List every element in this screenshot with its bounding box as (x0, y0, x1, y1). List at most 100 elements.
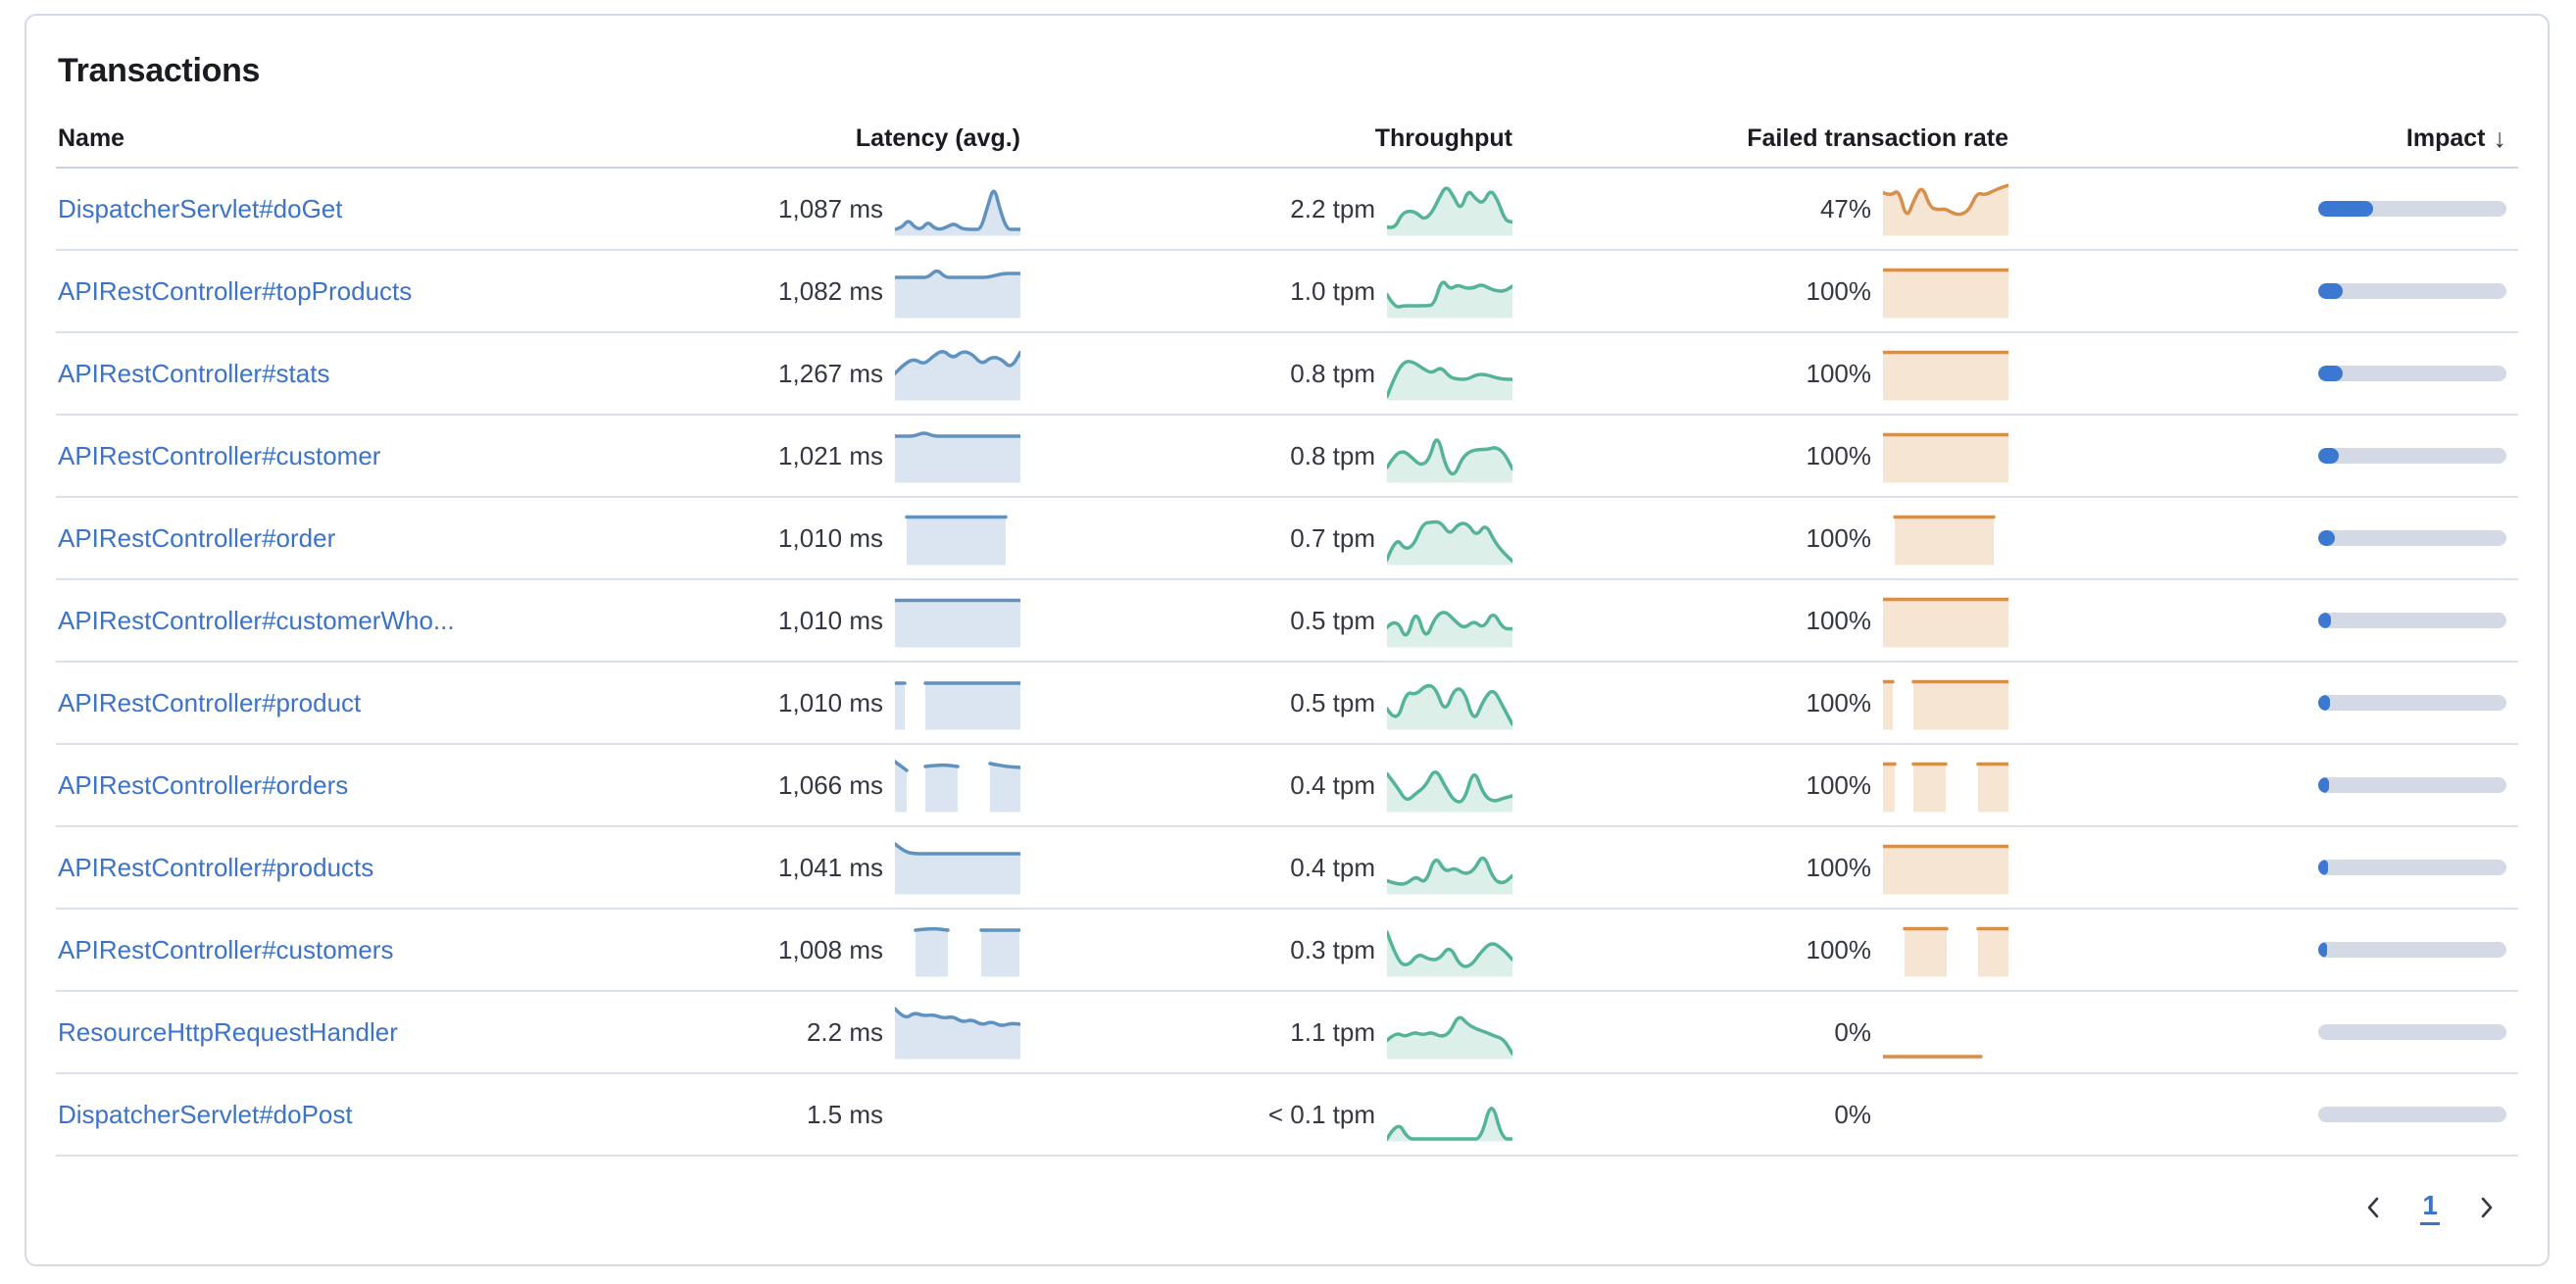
transaction-link[interactable]: DispatcherServlet#doGet (58, 193, 343, 223)
impact-bar-fill (2318, 695, 2330, 711)
throughput-cell: 0.5 tpm (1020, 675, 1512, 730)
latency-value: 1.5 ms (806, 1099, 883, 1129)
chevron-right-icon (2481, 1197, 2493, 1218)
failed-rate-value: 100% (1806, 934, 1872, 964)
transaction-link[interactable]: APIRestController#product (58, 687, 362, 717)
column-header-impact[interactable]: Impact ↓ (2405, 123, 2506, 153)
impact-bar-fill (2318, 860, 2328, 875)
failed-rate-value: 100% (1806, 522, 1872, 553)
failed-rate-sparkline (1883, 1055, 1983, 1060)
latency-sparkline (895, 681, 1020, 730)
throughput-sparkline (1387, 856, 1512, 895)
latency-sparkline (895, 269, 1020, 319)
failed-rate-cell: 100% (1512, 511, 2008, 566)
latency-cell: 1,267 ms (668, 346, 1020, 401)
name-cell: APIRestController#topProducts (56, 276, 668, 307)
failed-rate-cell: 100% (1512, 593, 2008, 648)
latency-sparkline (905, 515, 1008, 566)
impact-bar-fill (2318, 283, 2343, 299)
latency-value: 2.2 ms (806, 1016, 883, 1047)
failed-rate-cell: 100% (1512, 922, 2008, 977)
failed-rate-sparkline (1883, 679, 2008, 730)
table-row: ResourceHttpRequestHandler 2.2 ms 1.1 tpm 0… (56, 992, 2518, 1074)
impact-bar (2318, 530, 2506, 546)
column-header-throughput[interactable]: Throughput (1374, 123, 1512, 152)
table-row: APIRestController#products 1,041 ms 0.4 tp… (56, 827, 2518, 910)
next-page-button[interactable] (2469, 1191, 2502, 1224)
throughput-value: 0.5 tpm (1290, 605, 1375, 635)
failed-rate-value: 0% (1834, 1016, 1871, 1047)
column-header-name[interactable]: Name (58, 123, 125, 152)
impact-bar-fill (2318, 613, 2331, 628)
latency-sparkline (895, 842, 1020, 895)
transaction-link[interactable]: APIRestController#orders (58, 769, 349, 800)
previous-page-button[interactable] (2357, 1191, 2391, 1224)
failed-rate-cell: 100% (1512, 428, 2008, 483)
impact-bar (2318, 448, 2506, 464)
impact-bar (2318, 1107, 2506, 1122)
throughput-sparkline (1387, 770, 1512, 813)
name-cell: APIRestController#customers (56, 935, 668, 965)
throughput-cell: 0.8 tpm (1020, 428, 1512, 483)
latency-value: 1,087 ms (778, 193, 883, 223)
impact-bar-fill (2318, 448, 2339, 464)
transaction-link[interactable]: DispatcherServlet#doPost (58, 1099, 353, 1129)
transaction-link[interactable]: APIRestController#customerWho... (58, 605, 455, 635)
throughput-sparkline (1387, 280, 1512, 319)
impact-cell (2008, 1024, 2518, 1040)
failed-rate-sparkline (1893, 515, 1996, 566)
impact-bar (2318, 1024, 2506, 1040)
latency-value: 1,267 ms (778, 358, 883, 388)
transaction-link[interactable]: APIRestController#stats (58, 358, 330, 388)
throughput-sparkline (1387, 1107, 1512, 1142)
transaction-link[interactable]: APIRestController#customer (58, 440, 381, 470)
impact-bar (2318, 201, 2506, 217)
failed-rate-sparkline (1883, 432, 2008, 483)
latency-sparkline (895, 1087, 1020, 1142)
table-row: APIRestController#stats 1,267 ms 0.8 tpm 10… (56, 333, 2518, 416)
transaction-link[interactable]: APIRestController#order (58, 522, 336, 553)
impact-cell (2008, 695, 2518, 711)
failed-rate-value: 100% (1806, 605, 1872, 635)
column-header-failed-rate[interactable]: Failed transaction rate (1747, 123, 2008, 152)
impact-cell (2008, 448, 2518, 464)
transaction-link[interactable]: APIRestController#customers (58, 934, 394, 964)
failed-rate-value: 0% (1834, 1099, 1871, 1129)
throughput-sparkline (1387, 683, 1512, 730)
table-row: APIRestController#order 1,010 ms 0.7 tpm 10… (56, 498, 2518, 580)
transaction-link[interactable]: APIRestController#topProducts (58, 275, 413, 306)
impact-cell (2008, 942, 2518, 958)
failed-rate-sparkline (1883, 762, 2008, 813)
transaction-link[interactable]: ResourceHttpRequestHandler (58, 1016, 398, 1047)
latency-value: 1,010 ms (778, 522, 883, 553)
throughput-value: 0.3 tpm (1290, 934, 1375, 964)
throughput-sparkline (1387, 186, 1512, 236)
failed-rate-cell: 100% (1512, 758, 2008, 813)
throughput-cell: 2.2 tpm (1020, 181, 1512, 236)
page-number-1[interactable]: 1 (2420, 1190, 2440, 1225)
latency-value: 1,066 ms (778, 769, 883, 800)
impact-cell (2008, 530, 2518, 546)
failed-rate-sparkline (1903, 926, 2008, 977)
failed-rate-value: 100% (1806, 852, 1872, 882)
latency-cell: 1.5 ms (668, 1087, 1020, 1142)
failed-rate-value: 100% (1806, 687, 1872, 717)
latency-value: 1,041 ms (778, 852, 883, 882)
throughput-cell: 0.3 tpm (1020, 922, 1512, 977)
failed-rate-value: 100% (1806, 440, 1872, 470)
transaction-link[interactable]: APIRestController#products (58, 852, 374, 882)
impact-bar (2318, 777, 2506, 793)
throughput-value: 0.4 tpm (1290, 852, 1375, 882)
impact-bar-fill (2318, 201, 2373, 217)
throughput-value: 0.8 tpm (1290, 358, 1375, 388)
impact-cell (2008, 201, 2518, 217)
impact-cell (2008, 777, 2518, 793)
failed-rate-cell: 100% (1512, 840, 2008, 895)
name-cell: APIRestController#products (56, 853, 668, 883)
latency-cell: 1,010 ms (668, 593, 1020, 648)
latency-cell: 1,087 ms (668, 181, 1020, 236)
throughput-sparkline (1387, 930, 1512, 977)
table-row: APIRestController#customer 1,021 ms 0.8 tp… (56, 416, 2518, 498)
latency-cell: 1,041 ms (668, 840, 1020, 895)
column-header-latency[interactable]: Latency (avg.) (855, 123, 1020, 152)
